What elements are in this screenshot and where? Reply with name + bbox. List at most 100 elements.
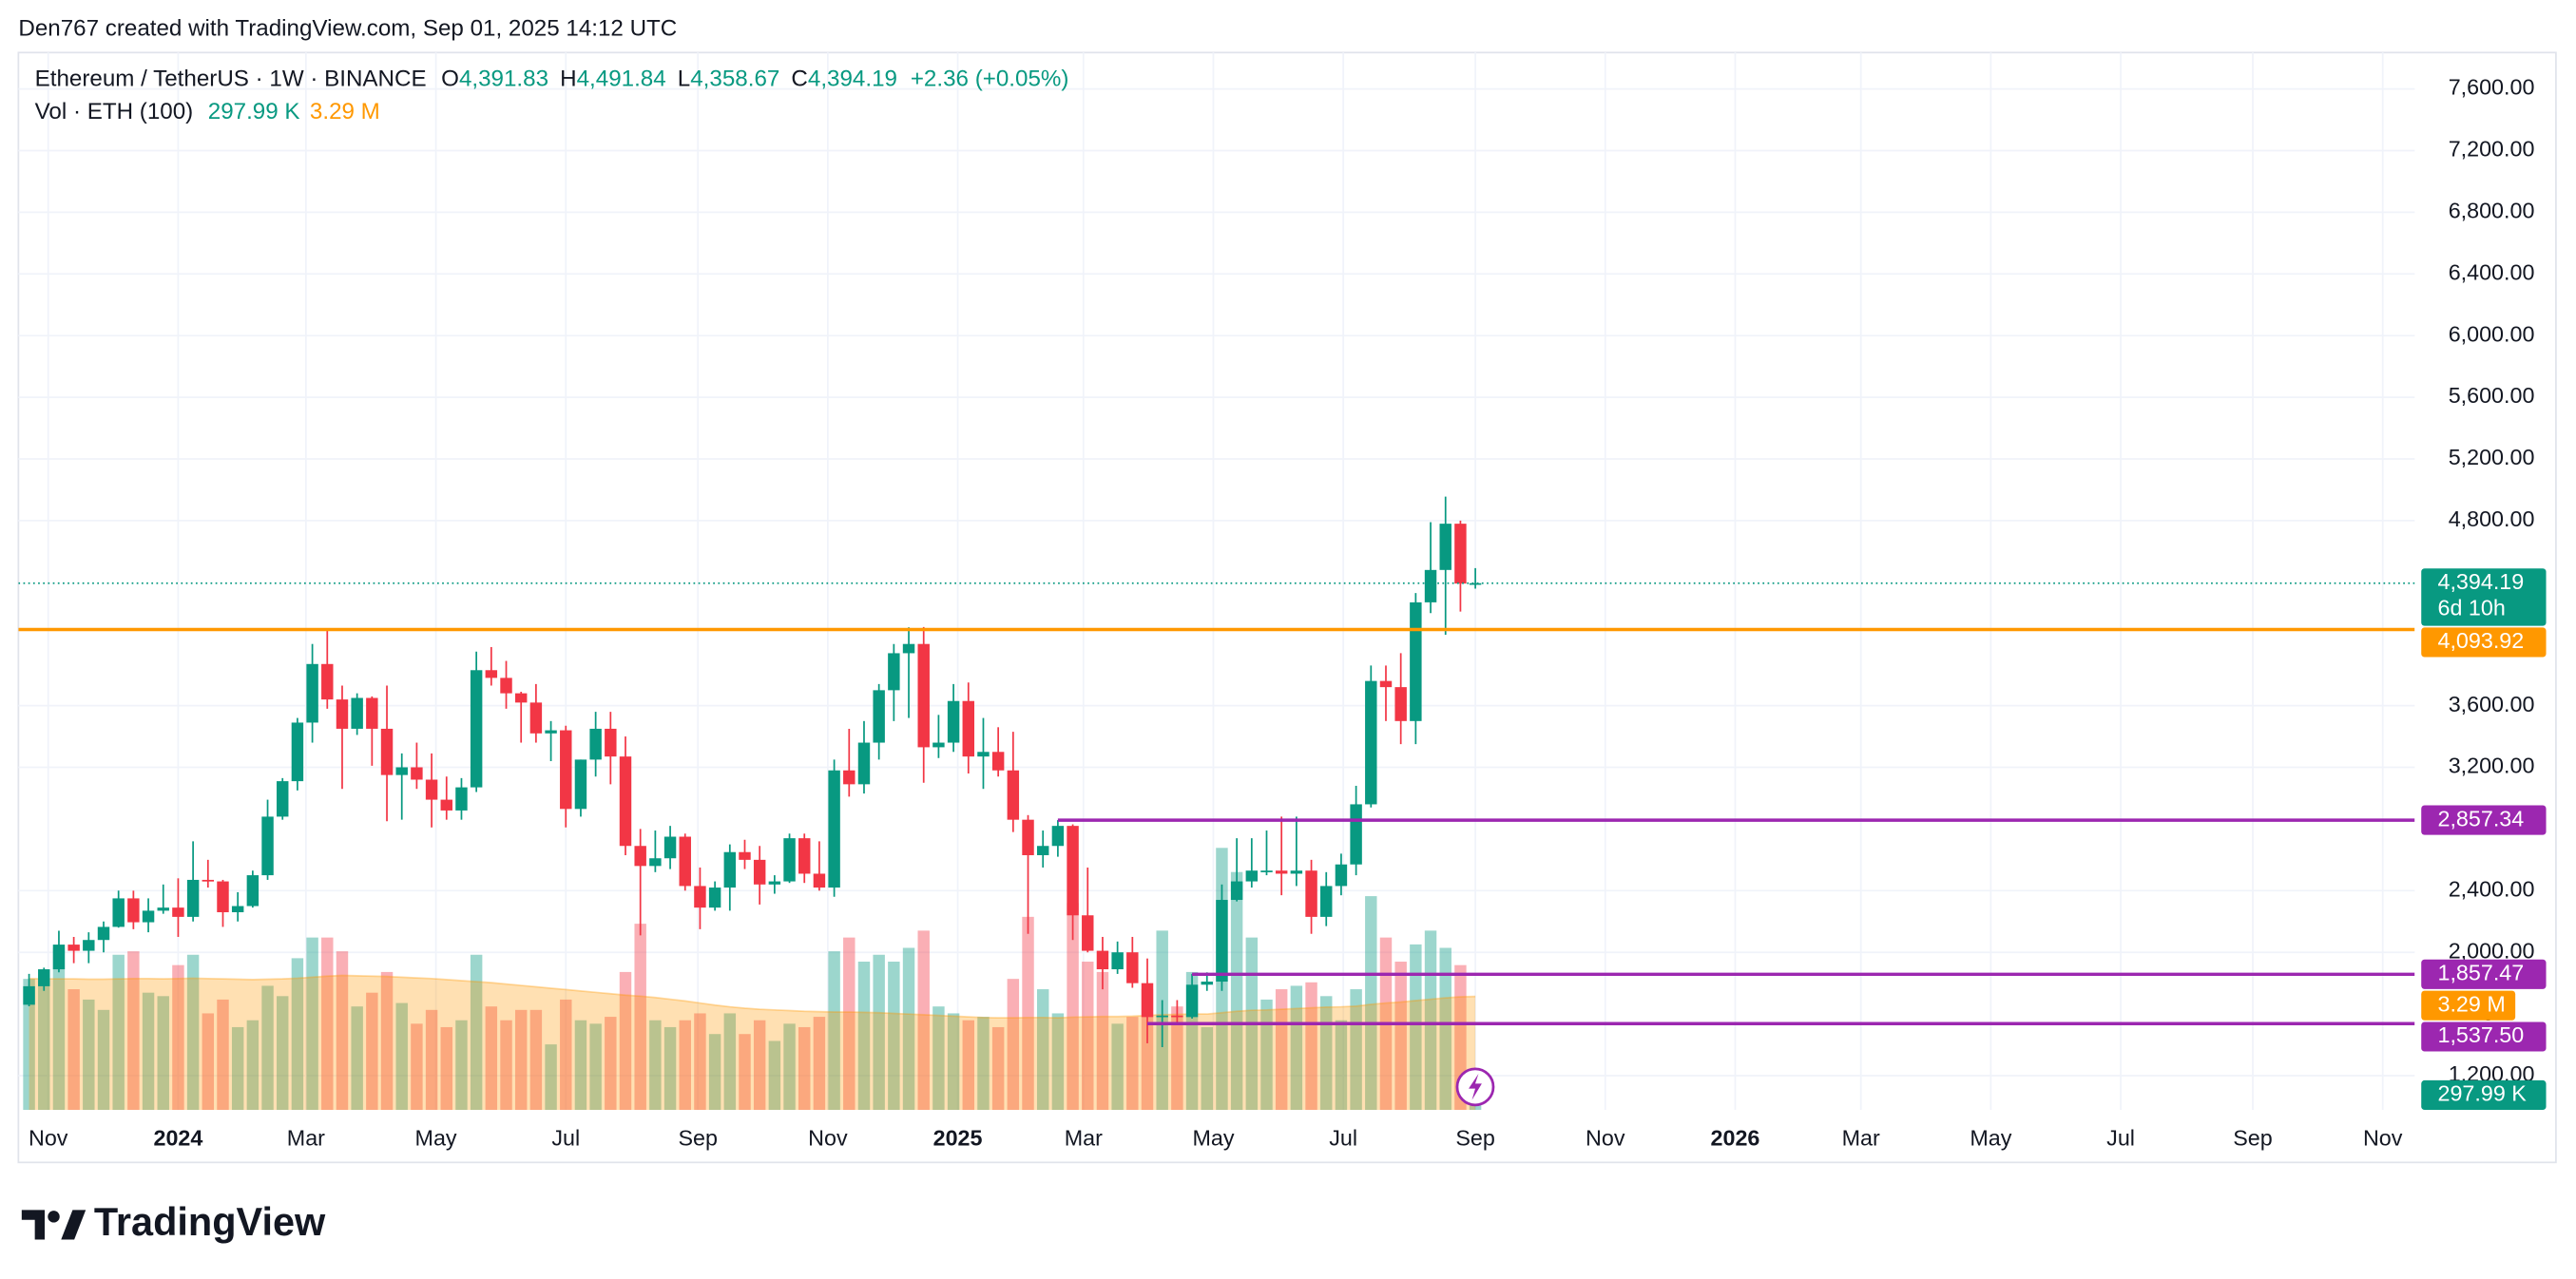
- volume-bar: [1007, 979, 1020, 1111]
- label-box: [2421, 627, 2547, 658]
- candle-body: [529, 702, 543, 734]
- y-tick-label: 6,800.00: [2449, 199, 2535, 223]
- label-text: 4,394.19: [2437, 569, 2524, 594]
- volume-bar: [217, 999, 229, 1111]
- level-label: 1,857.47: [2421, 959, 2547, 989]
- candle-body: [1469, 582, 1482, 585]
- volume-bar: [857, 962, 871, 1111]
- volume-bar: [321, 937, 334, 1111]
- volume-bar: [1290, 985, 1303, 1111]
- y-tick-label: 6,400.00: [2449, 259, 2535, 284]
- candle-body: [231, 906, 244, 913]
- candle-body: [1171, 1015, 1183, 1018]
- candle-body: [1022, 819, 1034, 855]
- x-tick-label: Nov: [29, 1125, 68, 1150]
- volume-bar: [574, 1020, 587, 1111]
- ohlc-value: 4,394.19: [808, 67, 897, 92]
- x-tick-label: May: [1192, 1125, 1234, 1150]
- candle-body: [589, 728, 602, 760]
- x-tick-label: Mar: [1065, 1125, 1103, 1150]
- volume-bar: [514, 1009, 528, 1111]
- volume-bar: [500, 1020, 512, 1111]
- candle-body: [1082, 915, 1094, 951]
- candle-body: [1290, 870, 1303, 874]
- candle-body: [1067, 826, 1079, 916]
- volume-bar: [991, 1026, 1005, 1111]
- legend: Ethereum / TetherUS · 1W · BINANCE O4,391…: [35, 67, 1069, 125]
- candle-body: [1036, 846, 1049, 855]
- candle-body: [186, 879, 200, 917]
- x-tick-label: 2026: [1711, 1125, 1760, 1150]
- candle-body: [574, 759, 587, 810]
- volume-bar: [619, 971, 632, 1111]
- candle-body: [425, 779, 438, 800]
- volume-bar: [589, 1023, 602, 1111]
- y-tick-label: 2,400.00: [2449, 876, 2535, 901]
- volume-ma-line: [29, 974, 1476, 1020]
- volume-bar: [917, 930, 930, 1111]
- candle-body: [560, 730, 572, 810]
- volume-bar: [768, 1040, 781, 1111]
- volume-bar: [1260, 999, 1273, 1111]
- symbol-title: Ethereum / TetherUS · 1W · BINANCE: [35, 67, 427, 92]
- volume-bar: [411, 1023, 423, 1111]
- candle-body: [52, 945, 66, 970]
- level-label: 1,537.50: [2421, 1021, 2547, 1052]
- volume-bar: [425, 1009, 438, 1111]
- candle-body: [336, 699, 349, 729]
- candle-body: [1394, 687, 1407, 721]
- volume-bar: [708, 1034, 721, 1111]
- candle-body: [962, 700, 975, 757]
- volume-bar: [380, 971, 394, 1111]
- volume-bar: [753, 1020, 766, 1111]
- x-tick-label: Jul: [551, 1125, 580, 1150]
- candle-body: [828, 770, 840, 888]
- candle-body: [380, 728, 394, 775]
- volume-ma-value: 3.29 M: [310, 100, 380, 125]
- x-tick-label: 2024: [153, 1125, 202, 1150]
- candle-body: [1185, 984, 1199, 1018]
- candle-body: [857, 742, 871, 785]
- volume-bar: [366, 992, 378, 1111]
- volume-bar: [440, 1026, 452, 1111]
- candle-body: [202, 879, 215, 882]
- volume-bar: [977, 1017, 990, 1111]
- x-tick-label: Sep: [2233, 1125, 2272, 1150]
- grid: [18, 52, 2415, 1111]
- candle-body: [321, 663, 334, 700]
- volume-bar: [634, 924, 646, 1111]
- candle-body: [1365, 680, 1377, 805]
- y-tick-label: 4,800.00: [2449, 506, 2535, 531]
- label-box: [2421, 568, 2547, 626]
- volume-bar: [1201, 1026, 1213, 1111]
- candle-body: [1379, 680, 1393, 688]
- x-tick-label: Nov: [2363, 1125, 2403, 1150]
- candle-body: [991, 752, 1005, 771]
- volume-bar: [202, 1013, 215, 1111]
- candle-body: [1454, 524, 1467, 584]
- candle-body: [83, 940, 95, 951]
- footer-logo: TradingView: [21, 1199, 326, 1244]
- ohlc-value: 4,391.83: [459, 67, 548, 92]
- candle-body: [605, 728, 617, 757]
- level-label: 2,857.34: [2421, 805, 2547, 835]
- volume-bar: [843, 937, 855, 1111]
- candle-body: [500, 678, 512, 694]
- volume-bar: [1350, 989, 1362, 1111]
- candle-body: [649, 858, 662, 867]
- label-text: 297.99 K: [2437, 1081, 2527, 1106]
- volume-value: 297.99 K: [208, 100, 300, 125]
- candle-body: [172, 907, 184, 917]
- volume-bar: [1141, 989, 1154, 1111]
- candle-body: [708, 888, 721, 908]
- volume-bar: [97, 1009, 110, 1111]
- x-tick-label: Sep: [678, 1125, 717, 1150]
- legend-line: Vol · ETH (100) 297.99 K 3.29 M: [35, 100, 380, 125]
- volume-bar: [1111, 1023, 1124, 1111]
- volume-label: 297.99 K: [2421, 1079, 2547, 1111]
- candle-body: [694, 886, 706, 908]
- label-box: [2421, 1021, 2547, 1052]
- volume-bar: [1394, 962, 1407, 1111]
